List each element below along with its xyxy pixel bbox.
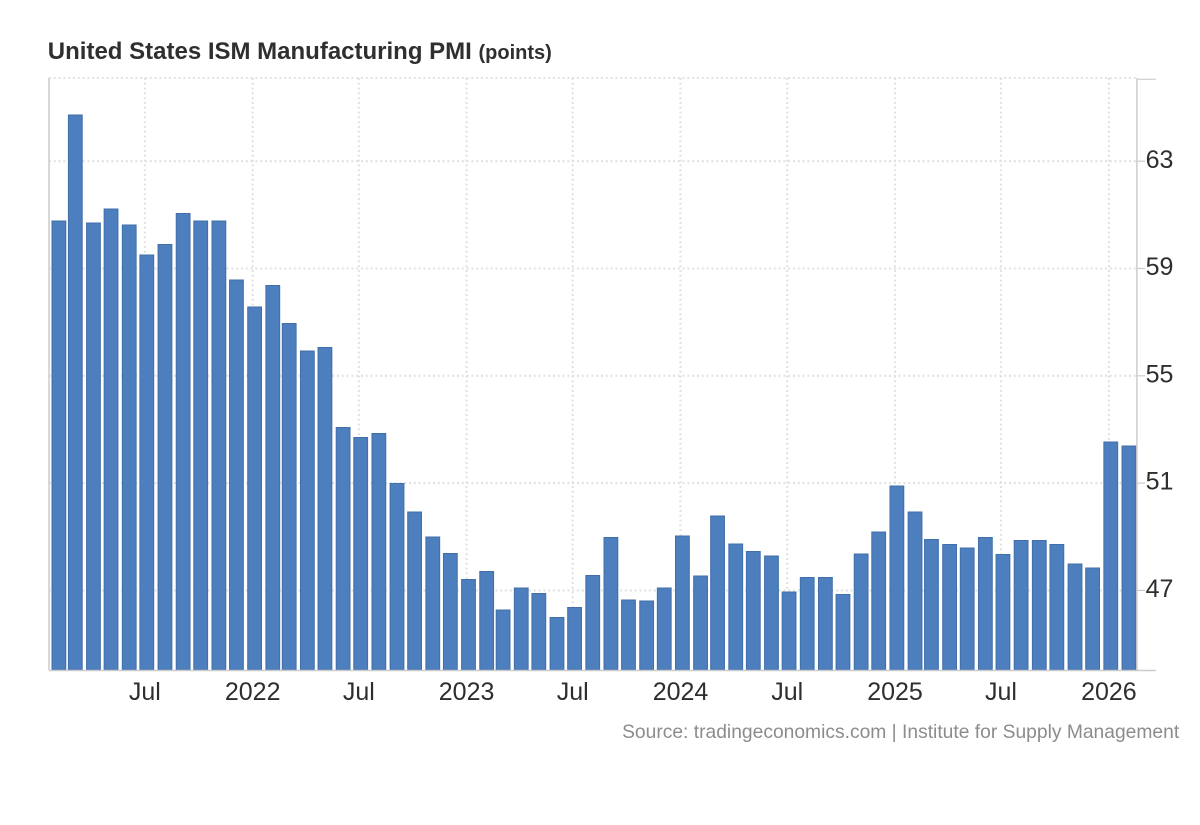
svg-text:Jul: Jul	[771, 678, 803, 706]
svg-text:Jul: Jul	[985, 678, 1017, 706]
svg-text:2025: 2025	[867, 678, 923, 706]
svg-text:2022: 2022	[225, 678, 281, 706]
svg-text:2024: 2024	[653, 678, 709, 706]
svg-text:47: 47	[1146, 575, 1174, 603]
svg-text:Jul: Jul	[557, 678, 589, 706]
svg-text:55: 55	[1146, 360, 1174, 388]
svg-text:2023: 2023	[439, 678, 495, 706]
svg-text:2026: 2026	[1081, 678, 1137, 706]
svg-text:51: 51	[1146, 468, 1174, 496]
svg-text:Source: tradingeconomics.com |: Source: tradingeconomics.com | Institute…	[622, 722, 1180, 743]
svg-text:63: 63	[1146, 146, 1174, 174]
svg-text:Jul: Jul	[129, 678, 161, 706]
svg-text:Jul: Jul	[343, 678, 375, 706]
svg-text:United States ISM Manufacturin: United States ISM Manufacturing PMI (poi…	[48, 38, 552, 65]
svg-text:59: 59	[1146, 253, 1174, 281]
